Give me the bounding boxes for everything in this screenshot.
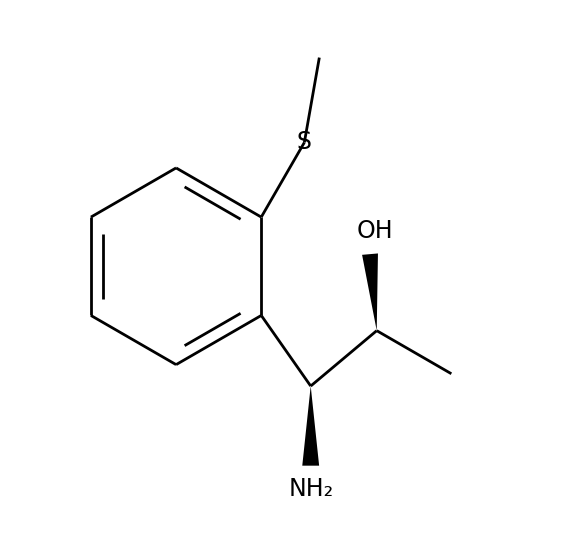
Text: S: S: [297, 131, 312, 154]
Polygon shape: [302, 386, 319, 466]
Text: NH₂: NH₂: [288, 477, 333, 501]
Polygon shape: [362, 254, 378, 331]
Text: OH: OH: [356, 219, 393, 243]
